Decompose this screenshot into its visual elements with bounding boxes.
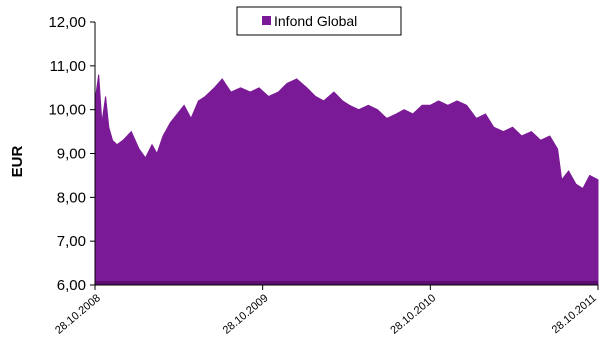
y-tick-label: 6,00 [57,277,86,294]
y-tick-label: 9,00 [57,146,86,163]
plot-area [94,74,599,286]
y-axis-title: EUR [9,145,26,177]
y-tick-label: 10,00 [48,102,86,119]
y-tick-label: 8,00 [57,189,86,206]
series-area-infond-global [94,74,599,286]
area-baseline [95,281,598,285]
x-ticks: 28.10.2008 28.10.2009 28.10.2010 28.10.2011 [53,285,599,337]
y-tick-label: 12,00 [48,14,86,31]
x-tick-label: 28.10.2009 [221,292,271,337]
y-ticks: 6,00 7,00 8,00 9,00 10,00 11,00 12,00 [48,14,95,294]
legend-swatch [262,16,271,25]
y-tick-label: 7,00 [57,233,86,250]
legend: Infond Global [236,6,402,36]
x-tick-label: 28.10.2011 [550,292,599,336]
x-tick-label: 28.10.2010 [388,292,438,337]
y-tick-label: 11,00 [50,58,86,75]
legend-label: Infond Global [274,13,357,29]
x-tick-label: 28.10.2008 [53,292,103,337]
